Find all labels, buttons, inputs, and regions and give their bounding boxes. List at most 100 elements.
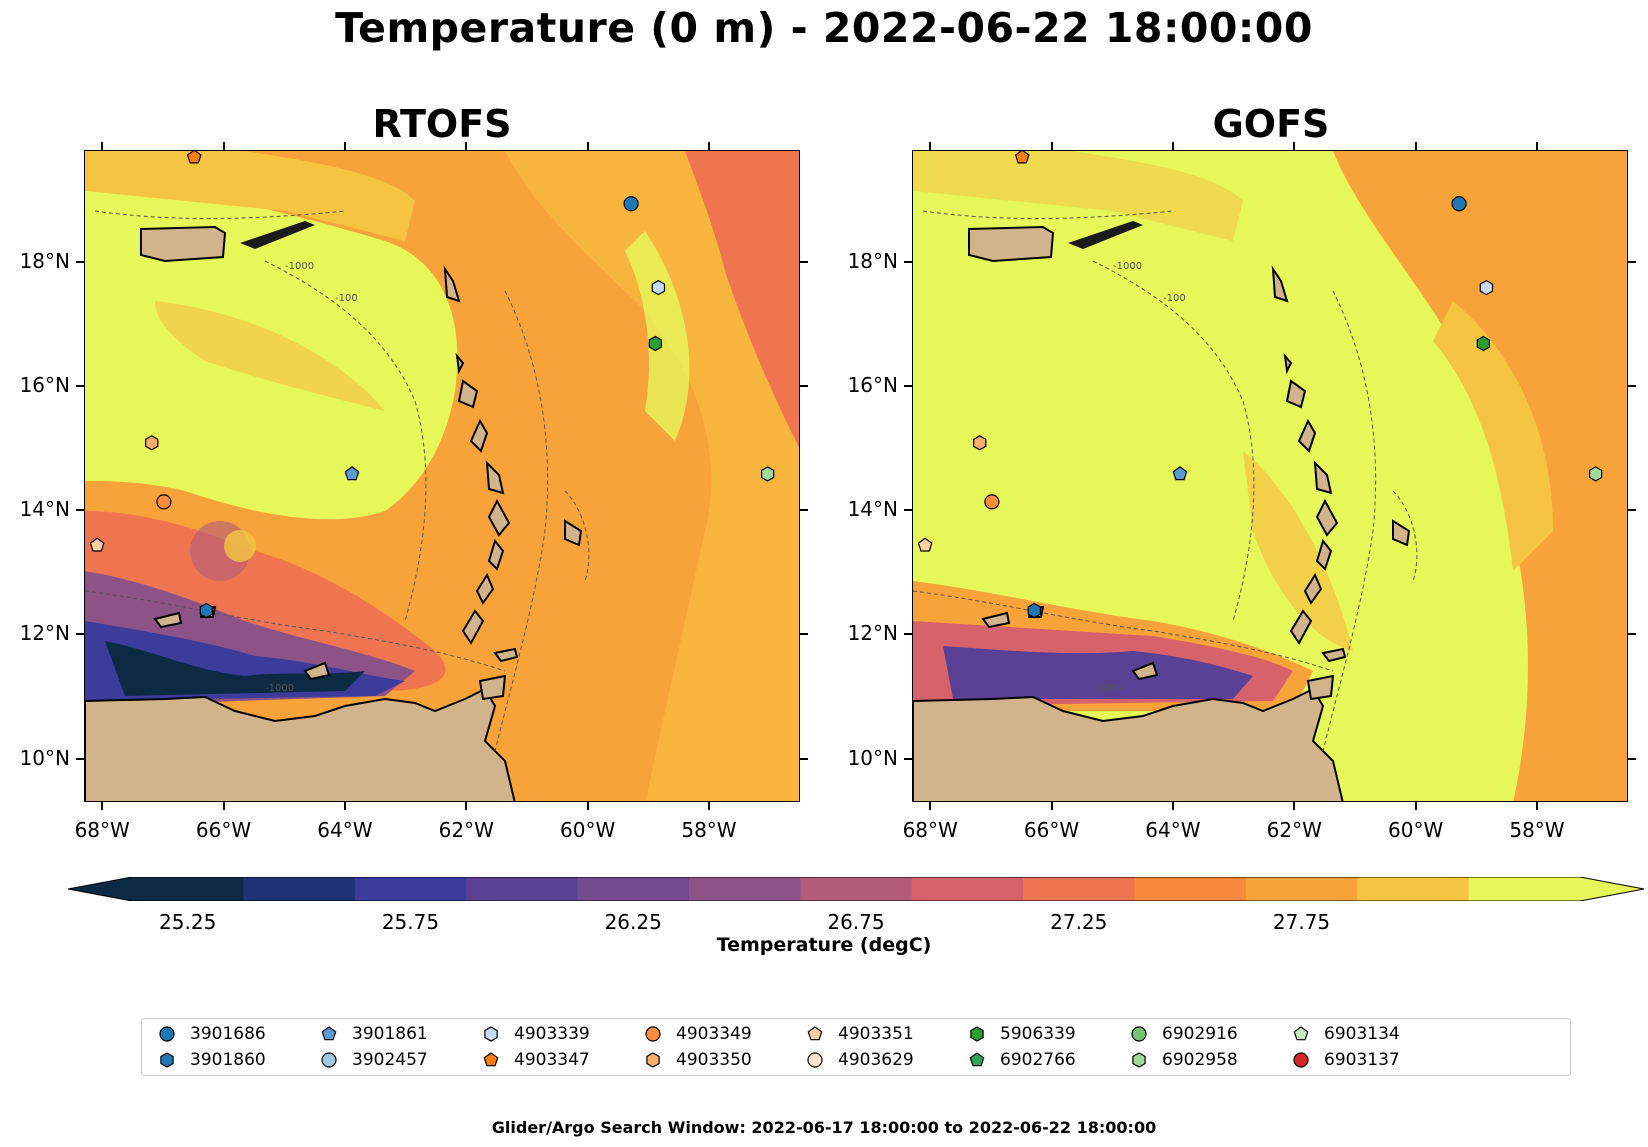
lat-label: 14°N [847, 497, 898, 522]
legend-item-4903351: 4903351 [804, 1023, 914, 1045]
float-marker-4903349[interactable] [984, 494, 1000, 510]
colorbar-segment [1023, 877, 1135, 901]
lon-tick [222, 142, 225, 150]
float-marker-3901860[interactable] [1027, 602, 1042, 619]
colorbar-segment [1245, 877, 1358, 901]
lat-tick [76, 509, 84, 512]
legend-item-3901861: 3901861 [318, 1023, 428, 1045]
lon-tick [1293, 802, 1296, 810]
land-tobago [1321, 647, 1347, 663]
legend-marker-icon [969, 1052, 985, 1067]
lat-label: 12°N [19, 621, 70, 646]
legend-label: 6902916 [1162, 1024, 1238, 1044]
colorbar-tick-label: 26.25 [604, 910, 662, 934]
legend-marker-icon [160, 1052, 174, 1068]
lon-tick [586, 802, 589, 810]
lon-tick [707, 142, 710, 150]
legend-marker-icon [646, 1052, 660, 1068]
float-marker-4903347[interactable] [186, 151, 202, 164]
map-gofs[interactable]: -1000 -100 -1000 [912, 150, 1628, 802]
colorbar-segment [132, 877, 244, 901]
contour-label: -1000 [1093, 683, 1122, 694]
sst-region [685, 151, 799, 448]
legend-item-6902916: 6902916 [1128, 1023, 1238, 1045]
lat-tick [800, 757, 808, 760]
colorbar-tick-label: 25.25 [159, 910, 217, 934]
sst-region [85, 151, 415, 241]
land-venezuela [913, 687, 1344, 801]
lon-tick [343, 802, 346, 810]
lon-tick [1414, 802, 1417, 810]
legend-label: 6903134 [1324, 1024, 1400, 1044]
legend-item-4903339: 4903339 [480, 1023, 590, 1045]
float-marker-3901686[interactable] [623, 196, 639, 212]
map-rtofs[interactable]: -1000 -100 -1000 [84, 150, 800, 802]
float-marker-5906339[interactable] [648, 335, 663, 352]
float-marker-5906339[interactable] [1476, 335, 1491, 352]
contour-label: -1000 [285, 261, 314, 272]
legend-item-4903347: 4903347 [480, 1049, 590, 1071]
legend-label: 3901861 [352, 1024, 428, 1044]
colorbar-tick-label: 27.75 [1272, 910, 1331, 934]
contour-label: -100 [335, 293, 358, 304]
lat-tick [76, 757, 84, 760]
lon-tick [1535, 142, 1538, 150]
legend-item-5906339: 5906339 [966, 1023, 1076, 1045]
legend-item-3901860: 3901860 [156, 1049, 266, 1071]
land-barbados [564, 519, 583, 547]
float-marker-3901860[interactable] [199, 602, 214, 619]
lon-label: 62°W [1266, 818, 1322, 842]
lat-label: 16°N [847, 372, 898, 397]
float-marker-6902958[interactable] [1588, 466, 1603, 482]
colorbar-segment [354, 877, 467, 901]
legend-label: 4903629 [838, 1050, 914, 1070]
lon-tick [465, 802, 468, 810]
float-marker-4903339[interactable] [1479, 279, 1494, 296]
sst-region [1333, 151, 1627, 801]
legend-item-4903349: 4903349 [642, 1023, 752, 1045]
map-gofs-canvas: -1000 -100 -1000 [913, 151, 1627, 801]
map-rtofs-canvas: -1000 -100 -1000 [85, 151, 799, 801]
legend-item-3901686: 3901686 [156, 1023, 266, 1045]
lat-label: 18°N [19, 248, 70, 273]
panel-title-rtofs: RTOFS [372, 102, 512, 146]
land-venezuela [85, 687, 516, 801]
lon-tick [101, 802, 104, 810]
legend-item-6902766: 6902766 [966, 1049, 1076, 1071]
lon-tick [586, 142, 589, 150]
sst-eddy [224, 530, 256, 562]
float-marker-4903350[interactable] [145, 435, 159, 451]
float-marker-4903351[interactable] [89, 537, 105, 552]
lon-tick [707, 802, 710, 810]
colorbar-extend-low [68, 877, 132, 901]
float-marker-4903349[interactable] [156, 494, 172, 510]
lat-tick [904, 509, 912, 512]
sst-region [1243, 451, 1353, 651]
sst-region [505, 151, 799, 801]
float-marker-3901861[interactable] [1172, 466, 1188, 481]
lat-label: 10°N [847, 745, 898, 770]
float-marker-6902958[interactable] [760, 466, 775, 482]
float-marker-4903351[interactable] [917, 537, 933, 552]
legend-marker-icon [807, 1026, 823, 1041]
land-virgin-islands [240, 221, 315, 249]
land-lesser-antilles [443, 265, 511, 645]
lon-tick [929, 142, 932, 150]
sst-region [1383, 551, 1483, 711]
lon-label: 68°W [902, 818, 958, 842]
float-marker-3901686[interactable] [1451, 196, 1467, 212]
float-marker-3901861[interactable] [344, 466, 360, 481]
float-marker-4903339[interactable] [651, 279, 666, 296]
sst-region [525, 281, 645, 437]
lat-tick [904, 757, 912, 760]
legend-item-4903629: 4903629 [804, 1049, 914, 1071]
float-marker-4903347[interactable] [1014, 151, 1030, 164]
colorbar-segment [911, 877, 1024, 901]
land-puerto-rico [968, 225, 1055, 263]
legend-marker-icon [807, 1052, 823, 1068]
legend-marker-icon [1132, 1052, 1146, 1068]
float-marker-4903350[interactable] [973, 435, 987, 451]
legend-item-6902958: 6902958 [1128, 1049, 1238, 1071]
lon-label: 68°W [74, 818, 130, 842]
lat-label: 10°N [19, 745, 70, 770]
